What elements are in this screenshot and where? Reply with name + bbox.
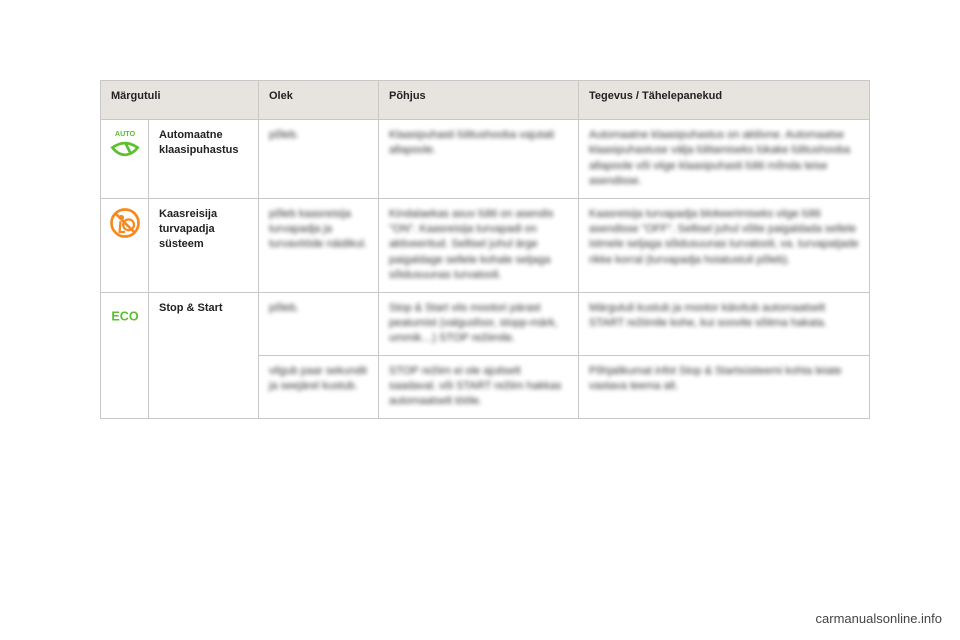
indicator-action: Märgutuli kustub ja mootor käivitub auto… [579,292,870,355]
header-cause: Põhjus [379,81,579,120]
table-row: Kaasreisija turvapadja süsteem põleb kaa… [101,198,870,292]
indicator-action: Automaatne klaasipuhastus on aktiivne. A… [579,120,870,199]
footer-watermark: carmanualsonline.info [816,611,942,626]
svg-text:AUTO: AUTO [114,129,135,138]
header-state: Olek [259,81,379,120]
indicator-name: Kaasreisija turvapadja süsteem [149,198,259,292]
indicator-name: Automaatne klaasipuhastus [149,120,259,199]
indicator-state: põleb. [259,120,379,199]
manual-page: Märgutuli Olek Põhjus Tegevus / Tähelepa… [0,0,960,640]
indicator-cause: STOP režiim ei ole ajutiselt saadaval. v… [379,355,579,418]
indicator-cause: Klaasipuhasti lülitushooba vajutati alla… [379,120,579,199]
indicator-icon-cell: ECO [101,292,149,418]
header-action: Tegevus / Tähelepanekud [579,81,870,120]
svg-text:ECO: ECO [111,309,138,323]
warning-lights-table: Märgutuli Olek Põhjus Tegevus / Tähelepa… [100,80,870,419]
indicator-state: põleb kaasreisija turvapadja ja turvavöö… [259,198,379,292]
indicator-icon-cell: AUTO [101,120,149,199]
indicator-action: Kaasreisija turvapadja blokeerimiseks vi… [579,198,870,292]
indicator-icon-cell [101,198,149,292]
indicator-action: Põhjalikumat infot Stop & Startsüsteemi … [579,355,870,418]
eco-icon: ECO [107,299,143,335]
indicator-state: põleb. [259,292,379,355]
table-header-row: Märgutuli Olek Põhjus Tegevus / Tähelepa… [101,81,870,120]
header-indicator: Märgutuli [101,81,259,120]
indicator-name: Stop & Start [149,292,259,418]
airbag-off-icon [107,205,143,241]
table-row: ECO Stop & Start põleb. Stop & Start vii… [101,292,870,355]
auto-wiper-icon: AUTO [107,126,143,162]
indicator-cause: Kindalaekas asuv lüliti on asendis "ON".… [379,198,579,292]
indicator-state: vilgub paar sekundit ja seejärel kustub. [259,355,379,418]
indicator-cause: Stop & Start viis mootori pärast peatumi… [379,292,579,355]
table-row: AUTO Automaatne klaasipuhastus põleb. Kl… [101,120,870,199]
